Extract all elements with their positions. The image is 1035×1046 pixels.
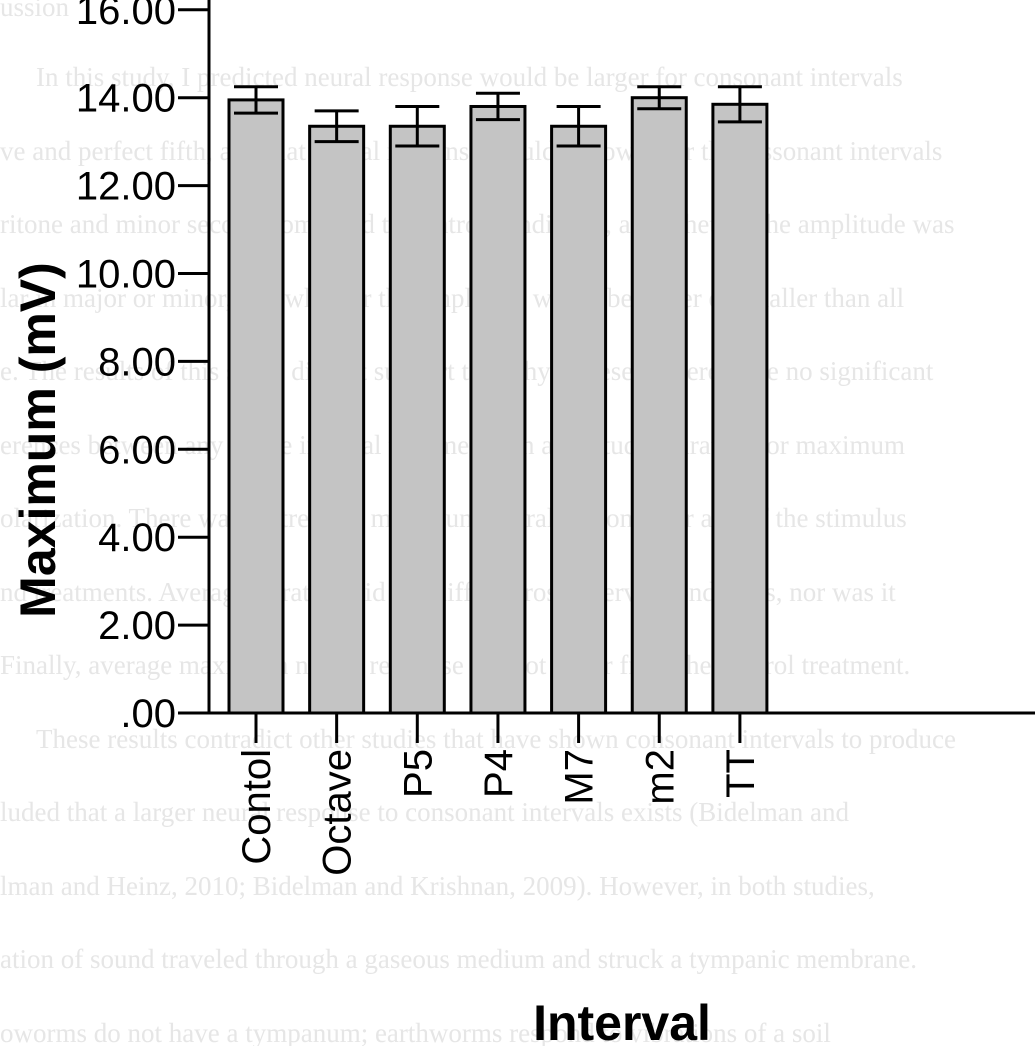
bars (227, 85, 769, 715)
x-tick-label-M7: M7 (558, 749, 602, 805)
bar-m2 (630, 96, 688, 715)
y-tick-label: 6.00 (98, 428, 176, 472)
bar-Contol (227, 98, 285, 715)
x-tick-label-Contol: Contol (235, 749, 279, 865)
y-tick-label: 14.00 (76, 77, 176, 121)
x-axis: Contol Octave P5 P4 M7 m2 TT (235, 713, 763, 876)
bar-Octave (308, 124, 366, 715)
x-axis-label: Interval (533, 995, 711, 1046)
y-tick-label: 4.00 (98, 516, 176, 560)
bar-P4 (469, 104, 527, 715)
y-tick-label: 10.00 (76, 253, 176, 297)
x-tick-label-Octave: Octave (316, 749, 360, 876)
plot-frame (207, 0, 1035, 715)
bar-TT (711, 102, 769, 715)
y-tick-label: 12.00 (76, 165, 176, 209)
y-tick-label: 16.00 (76, 0, 176, 33)
y-axis-label: Maximum (mV) (10, 262, 66, 618)
bar-P5 (388, 124, 446, 715)
x-tick-label-P5: P5 (396, 749, 440, 798)
bar-M7 (550, 124, 608, 715)
x-tick-label-TT: TT (719, 749, 763, 798)
x-tick-label-m2: m2 (638, 749, 682, 805)
y-tick-label: 8.00 (98, 340, 176, 384)
y-tick-label: .00 (120, 692, 176, 736)
y-axis: .00 2.00 4.00 6.00 8.00 10.00 12.00 14.00 16.00 (76, 0, 209, 736)
y-tick-label: 2.00 (98, 604, 176, 648)
x-tick-label-P4: P4 (477, 749, 521, 798)
